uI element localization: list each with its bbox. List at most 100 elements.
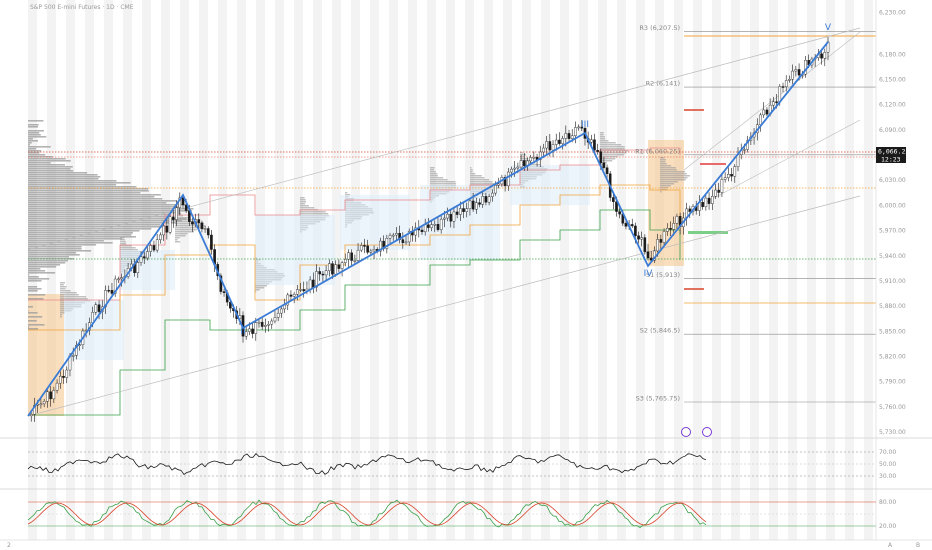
candle-body: [772, 101, 775, 106]
candle-body: [468, 200, 472, 209]
candle-body: [356, 249, 360, 261]
session-profile-bar: [175, 241, 181, 243]
session-profile-bar: [470, 173, 476, 175]
profile-bar: [28, 220, 182, 222]
price-tag: [876, 147, 906, 155]
profile-bar: [28, 166, 73, 168]
y-tick-label: 5,820.00: [879, 353, 906, 360]
candle-body: [662, 231, 666, 243]
session-profile-bar: [175, 229, 197, 231]
session-profile-bar: [175, 231, 194, 233]
profile-bar: [28, 154, 46, 156]
profile-bar: [28, 298, 44, 300]
session-profile-bar: [120, 247, 136, 249]
rsi-pane: [27, 451, 876, 477]
candle-body: [615, 201, 618, 212]
profile-bar: [28, 260, 68, 262]
session-stripe: [199, 0, 208, 540]
candle-body: [624, 223, 628, 227]
candle-body: [640, 237, 643, 240]
session-profile-bar: [175, 221, 200, 223]
candle-body: [471, 200, 475, 210]
candle-body: [649, 257, 653, 261]
candle-body: [465, 208, 469, 212]
profile-bar: [28, 192, 141, 194]
symbol-title: S&P 500 E-mini Futures · 1D · CME: [30, 4, 134, 11]
candle-body: [248, 328, 251, 332]
session-profile-bar: [175, 215, 183, 217]
profile-bar: [28, 264, 61, 266]
session-stripe: [351, 0, 360, 540]
profile-bar: [28, 224, 161, 226]
session-profile-bar: [300, 211, 326, 213]
session-profile-bar: [430, 183, 457, 185]
candle-body: [292, 294, 296, 297]
session-profile-bar: [255, 285, 268, 287]
session-profile-bar: [600, 138, 606, 140]
bottom-right-a[interactable]: A: [888, 542, 893, 549]
profile-bar: [28, 286, 38, 288]
session-profile-bar: [430, 173, 438, 175]
profile-bar: [28, 268, 41, 270]
session-stripe: [237, 0, 246, 540]
channel-upper: [27, 27, 861, 251]
candle-body: [618, 211, 621, 215]
session-profile-bar: [60, 298, 88, 300]
profile-bar: [28, 134, 41, 136]
session-stripe: [617, 0, 626, 540]
candle-body: [172, 216, 175, 220]
candle-body: [299, 289, 302, 291]
session-stripe: [218, 0, 227, 540]
session-profile-bar: [430, 169, 435, 171]
session-profile-bar: [175, 233, 188, 235]
candle-body: [168, 216, 172, 233]
session-stripe: [807, 0, 816, 540]
session-stripe: [408, 0, 417, 540]
candle-body: [312, 279, 315, 288]
pivot-label: S1 (5,913): [646, 271, 680, 279]
candle-body: [52, 390, 56, 400]
candle-body: [646, 251, 650, 259]
profile-bar: [28, 226, 166, 228]
profile-bar: [28, 306, 34, 308]
candle-body: [529, 157, 532, 162]
profile-bar: [28, 248, 82, 250]
event-icon-2[interactable]: [702, 427, 712, 437]
candle-body: [602, 162, 606, 168]
profile-bar: [28, 274, 30, 276]
session-profile-bar: [60, 286, 67, 288]
candle-body: [404, 241, 408, 244]
bottom-left-label[interactable]: 2: [7, 542, 11, 549]
candle-body: [430, 224, 433, 228]
profile-bar: [28, 194, 161, 196]
candle-body: [254, 322, 258, 334]
candle-body: [561, 138, 564, 144]
session-profile-bar: [175, 235, 186, 237]
profile-bar: [28, 294, 46, 296]
bottom-right-b[interactable]: B: [916, 542, 920, 549]
candle-body: [184, 204, 188, 211]
candle-body: [369, 250, 373, 253]
profile-bar: [28, 252, 77, 254]
candle-body: [717, 189, 721, 193]
profile-bar: [28, 142, 32, 144]
candle-body: [723, 177, 727, 180]
session-stripe: [522, 0, 531, 540]
candle-body: [340, 262, 344, 269]
candle-body: [289, 294, 293, 297]
session-profile-bar: [120, 245, 132, 247]
event-icon-1[interactable]: [681, 427, 691, 437]
session-profile-bar: [430, 177, 444, 179]
session-stripe: [484, 0, 493, 540]
candle-body: [762, 109, 766, 116]
profile-bar: [28, 276, 39, 278]
candle-body: [675, 216, 679, 224]
candle-body: [385, 238, 389, 249]
candle-body: [545, 141, 548, 149]
y-tick-label: 6,090.00: [879, 127, 906, 134]
candle-body: [175, 207, 178, 220]
profile-bar: [28, 212, 181, 214]
marker-pink: [700, 163, 726, 165]
candle-body: [714, 189, 717, 197]
